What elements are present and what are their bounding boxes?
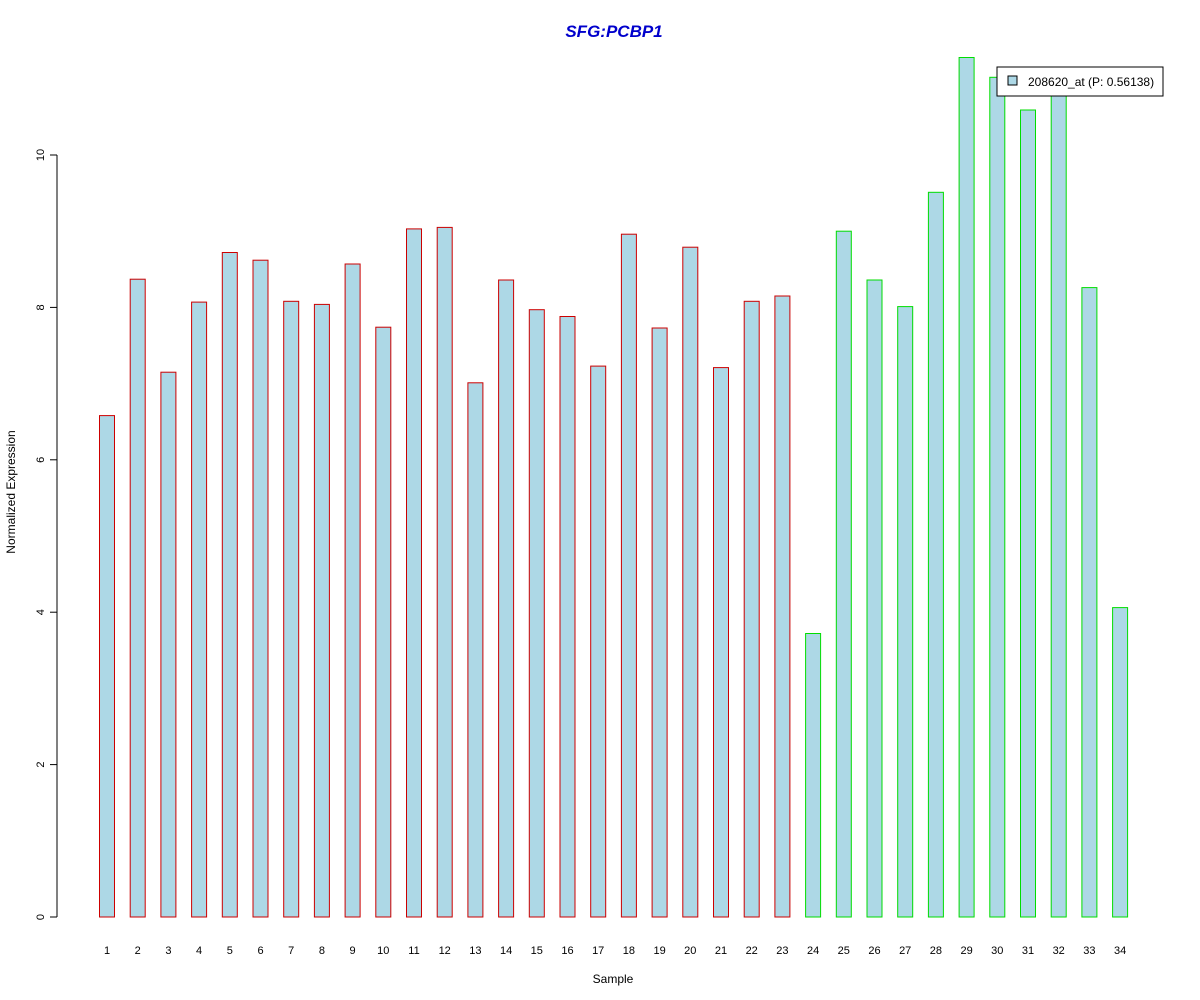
bar-sample-29	[958, 57, 975, 918]
x-tick-label: 2	[135, 945, 141, 957]
x-tick-label: 11	[408, 945, 419, 957]
x-tick-label: 21	[715, 945, 727, 957]
bar-sample-26	[866, 279, 883, 918]
bar-sample-23	[774, 295, 791, 918]
y-axis: 0 2 4 6 8 10	[35, 149, 58, 920]
bar-sample-8	[313, 303, 330, 918]
x-tick-label: 15	[531, 945, 543, 957]
x-tick-label: 18	[623, 945, 635, 957]
bars	[99, 57, 1129, 918]
x-tick-label: 23	[776, 945, 788, 957]
chart-title: SFG:PCBP1	[565, 22, 662, 41]
bar-sample-2	[129, 278, 146, 918]
bar-sample-7	[283, 300, 300, 918]
y-tick-label: 6	[35, 457, 47, 463]
bar-sample-28	[927, 191, 944, 918]
bar-sample-3	[160, 371, 177, 918]
bar-sample-19	[651, 327, 668, 918]
x-tick-label: 33	[1083, 945, 1095, 957]
x-axis-tick-labels: 1 2 3 4 5 6 7 8 9 10 11 12 13 14 15 16 17 18 19 20 21 22 23 24 2…	[104, 945, 1126, 957]
bar-sample-32	[1050, 89, 1067, 918]
bar-sample-30	[989, 76, 1006, 918]
y-tick-label: 10	[35, 149, 47, 161]
bar-sample-27	[897, 306, 914, 918]
bar-sample-21	[713, 367, 729, 918]
bar-sample-20	[682, 246, 699, 918]
bar-sample-5	[221, 252, 238, 918]
x-tick-label: 13	[469, 945, 481, 957]
x-tick-label: 17	[592, 945, 604, 957]
bar-sample-11	[406, 228, 422, 918]
legend: 208620_at (P: 0.56138)	[996, 66, 1164, 97]
x-tick-label: 9	[350, 945, 356, 957]
x-tick-label: 3	[165, 945, 171, 957]
x-tick-label: 19	[653, 945, 665, 957]
bar-sample-14	[498, 279, 515, 918]
x-axis-label: Sample	[593, 972, 634, 986]
bar-sample-33	[1081, 287, 1098, 918]
bar-sample-15	[528, 309, 545, 918]
y-tick-label: 2	[35, 762, 47, 768]
bar-sample-24	[805, 633, 822, 918]
x-tick-label: 6	[257, 945, 263, 957]
x-tick-label: 16	[561, 945, 573, 957]
bar-sample-17	[590, 365, 607, 918]
bar-sample-9	[344, 263, 361, 918]
x-tick-label: 7	[288, 945, 294, 957]
x-tick-label: 1	[104, 945, 110, 957]
bar-sample-34	[1112, 607, 1129, 918]
legend-swatch	[1007, 75, 1018, 86]
x-tick-label: 10	[377, 945, 389, 957]
legend-box	[996, 66, 1164, 97]
bar-sample-18	[620, 233, 637, 918]
x-tick-label: 12	[439, 945, 451, 957]
x-tick-label: 30	[991, 945, 1003, 957]
bar-sample-22	[743, 300, 760, 918]
x-tick-label: 20	[684, 945, 696, 957]
y-axis-label: Normalized Expression	[4, 430, 18, 553]
x-tick-label: 5	[227, 945, 233, 957]
x-tick-label: 26	[868, 945, 880, 957]
x-tick-label: 4	[196, 945, 202, 957]
bar-sample-10	[375, 326, 392, 918]
x-tick-label: 24	[807, 945, 819, 957]
x-tick-label: 14	[500, 945, 512, 957]
x-tick-label: 8	[319, 945, 325, 957]
y-tick-label: 8	[35, 304, 47, 310]
x-tick-label: 22	[746, 945, 758, 957]
bar-sample-6	[252, 259, 269, 918]
bar-sample-16	[559, 316, 576, 918]
y-tick-label: 4	[35, 609, 47, 615]
x-tick-label: 25	[838, 945, 850, 957]
legend-series-label: 208620_at (P: 0.56138)	[1028, 75, 1154, 89]
x-tick-label: 31	[1022, 945, 1034, 957]
bar-sample-13	[467, 382, 484, 918]
x-tick-label: 34	[1114, 945, 1126, 957]
bar-sample-12	[436, 226, 453, 918]
x-tick-label: 28	[930, 945, 942, 957]
x-tick-label: 32	[1053, 945, 1065, 957]
bar-sample-25	[835, 230, 852, 918]
bar-sample-1	[99, 415, 115, 918]
bar-sample-31	[1020, 109, 1036, 918]
x-tick-label: 27	[899, 945, 911, 957]
bar-sample-4	[191, 301, 208, 918]
y-tick-label: 0	[35, 914, 47, 920]
x-tick-label: 29	[960, 945, 972, 957]
